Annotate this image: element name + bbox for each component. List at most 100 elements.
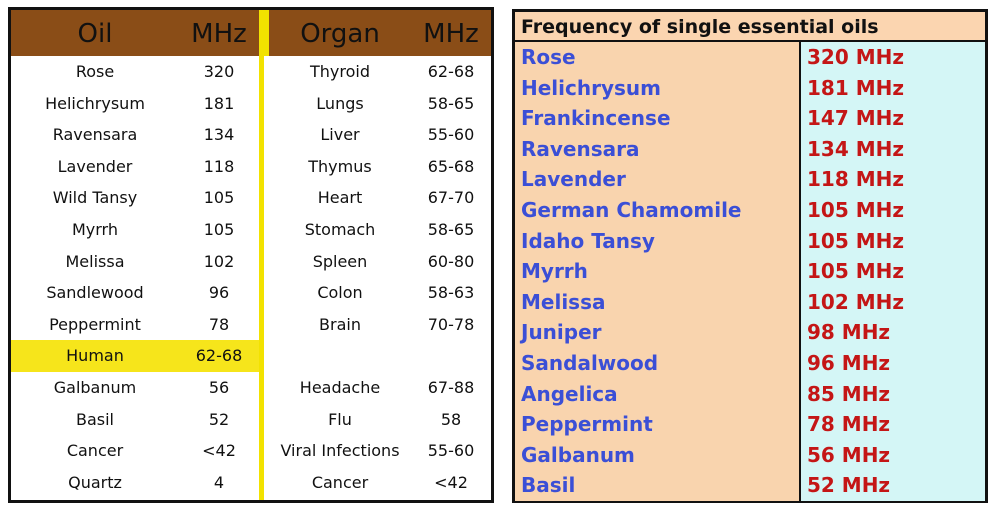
oil-name-cell: Juniper — [515, 317, 801, 348]
oil-cell: Galbanum — [53, 377, 137, 397]
table-row: Lavender 118 Thymus 65-68 — [11, 151, 491, 183]
organ-mhz-cell: 70-78 — [427, 314, 475, 334]
header-divider — [259, 10, 269, 56]
oil-cell: Basil — [75, 409, 114, 429]
table-row: Cancer <42 Viral Infections 55-60 — [11, 435, 491, 467]
oil-mhz-cell: 118 — [203, 156, 235, 176]
oil-name-cell: Melissa — [515, 286, 801, 318]
table-row: Wild Tansy 105 Heart 67-70 — [11, 182, 491, 214]
table-row: Melissa 102 MHz — [515, 286, 985, 318]
oil-mhz-cell: 96 — [208, 283, 230, 303]
oil-name-cell: Ravensara — [515, 133, 801, 165]
table-body: Rose 320 Thyroid 62-68 Helichrysum 181 Lungs 58… — [11, 56, 491, 498]
oil-cell: Sandlewood — [46, 283, 144, 303]
frequency-cell: 320 MHz — [801, 42, 985, 73]
divider-cell — [259, 246, 269, 278]
organ-mhz-cell: 58 — [440, 409, 462, 429]
oil-mhz-cell: <42 — [202, 441, 236, 461]
frequency-cell: 105 MHz — [801, 225, 985, 257]
divider-cell — [259, 372, 269, 404]
organ-cell: Heart — [317, 188, 363, 208]
header-organ-mhz: MHz — [423, 19, 479, 49]
oil-name-cell: Helichrysum — [515, 72, 801, 104]
frequency-cell: 147 MHz — [801, 103, 985, 134]
header-organ: Organ — [300, 19, 380, 49]
table-row: Sandlewood 96 Colon 58-63 — [11, 277, 491, 309]
frequency-cell: 98 MHz — [801, 317, 985, 348]
oil-mhz-cell: 78 — [208, 314, 230, 334]
table-row: Rose 320 Thyroid 62-68 — [11, 56, 491, 88]
oil-organ-frequency-table: Oil MHz Organ MHz Rose 320 Thyroid 62-68 Hel… — [8, 7, 494, 503]
oil-cell: Wild Tansy — [52, 188, 138, 208]
oil-cell: Helichrysum — [45, 93, 145, 113]
table-row: Melissa 102 Spleen 60-80 — [11, 246, 491, 278]
table-row: Sandalwood 96 MHz — [515, 347, 985, 379]
organ-mhz-cell: 58-65 — [427, 93, 475, 113]
organ-mhz-cell — [411, 340, 491, 372]
frequency-cell: 56 MHz — [801, 439, 985, 471]
divider-cell — [259, 404, 269, 436]
table-row: German Chamomile 105 MHz — [515, 194, 985, 226]
oil-cell: Melissa — [65, 251, 125, 271]
table-row: Myrrh 105 MHz — [515, 256, 985, 287]
oil-mhz-cell: 134 — [203, 125, 235, 145]
oil-mhz-cell: 105 — [203, 219, 235, 239]
table-row: Basil 52 Flu 58 — [11, 404, 491, 436]
organ-mhz-cell: 65-68 — [427, 156, 475, 176]
oil-mhz-cell: 52 — [208, 409, 230, 429]
header-oil: Oil — [77, 19, 113, 49]
organ-mhz-cell: 60-80 — [427, 251, 475, 271]
oil-mhz-cell: 105 — [203, 188, 235, 208]
divider-cell — [259, 309, 269, 341]
organ-cell: Headache — [299, 377, 381, 397]
oil-cell: Cancer — [66, 441, 124, 461]
table-row: Ravensara 134 MHz — [515, 133, 985, 165]
frequency-cell: 118 MHz — [801, 164, 985, 195]
header-oil-mhz: MHz — [191, 19, 247, 49]
divider-cell — [259, 88, 269, 120]
oil-name-cell: Angelica — [515, 378, 801, 410]
table-row: Myrrh 105 Stomach 58-65 — [11, 214, 491, 246]
organ-cell: Thyroid — [310, 62, 370, 81]
organ-cell: Liver — [320, 125, 360, 145]
oil-name-cell: Myrrh — [515, 256, 801, 287]
divider-cell — [259, 340, 269, 372]
frequency-cell: 96 MHz — [801, 347, 985, 379]
frequency-cell: 85 MHz — [801, 378, 985, 410]
table-title: Frequency of single essential oils — [515, 12, 985, 42]
table-row: Helichrysum 181 Lungs 58-65 — [11, 88, 491, 120]
organ-cell: Brain — [319, 314, 361, 334]
table-body: Rose 320 MHz Helichrysum 181 MHz Frankincens… — [515, 42, 985, 501]
organ-cell: Stomach — [304, 219, 376, 239]
oil-name-cell: Frankincense — [515, 103, 801, 134]
divider-cell — [259, 214, 269, 246]
table-row: Juniper 98 MHz — [515, 317, 985, 348]
oil-mhz-cell: 102 — [203, 251, 235, 271]
table-row: Angelica 85 MHz — [515, 378, 985, 410]
organ-mhz-cell: 58-63 — [427, 283, 475, 303]
oil-cell: Lavender — [57, 156, 133, 176]
oil-mhz-cell: 4 — [213, 472, 225, 492]
frequency-cell: 52 MHz — [801, 470, 985, 501]
oil-cell: Quartz — [68, 472, 122, 492]
organ-cell: Lungs — [316, 93, 364, 113]
organ-cell: Viral Infections — [280, 441, 400, 461]
oil-name-cell: Basil — [515, 470, 801, 501]
organ-cell: Cancer — [311, 472, 369, 492]
oil-cell: Rose — [75, 62, 115, 81]
oil-name-cell: Sandalwood — [515, 347, 801, 379]
oil-name-cell: Galbanum — [515, 439, 801, 471]
organ-mhz-cell: <42 — [434, 472, 468, 492]
divider-cell — [259, 277, 269, 309]
table-row: Frankincense 147 MHz — [515, 103, 985, 134]
organ-mhz-cell: 62-68 — [427, 62, 475, 81]
frequency-cell: 102 MHz — [801, 286, 985, 318]
frequency-cell: 181 MHz — [801, 72, 985, 104]
divider-cell — [259, 467, 269, 499]
frequency-cell: 134 MHz — [801, 133, 985, 165]
frequency-cell: 105 MHz — [801, 256, 985, 287]
oil-cell: Human — [11, 340, 179, 372]
single-oil-frequency-table: Frequency of single essential oils Rose 3… — [512, 9, 988, 503]
divider-cell — [259, 151, 269, 183]
table-header: Oil MHz Organ MHz — [11, 10, 491, 56]
